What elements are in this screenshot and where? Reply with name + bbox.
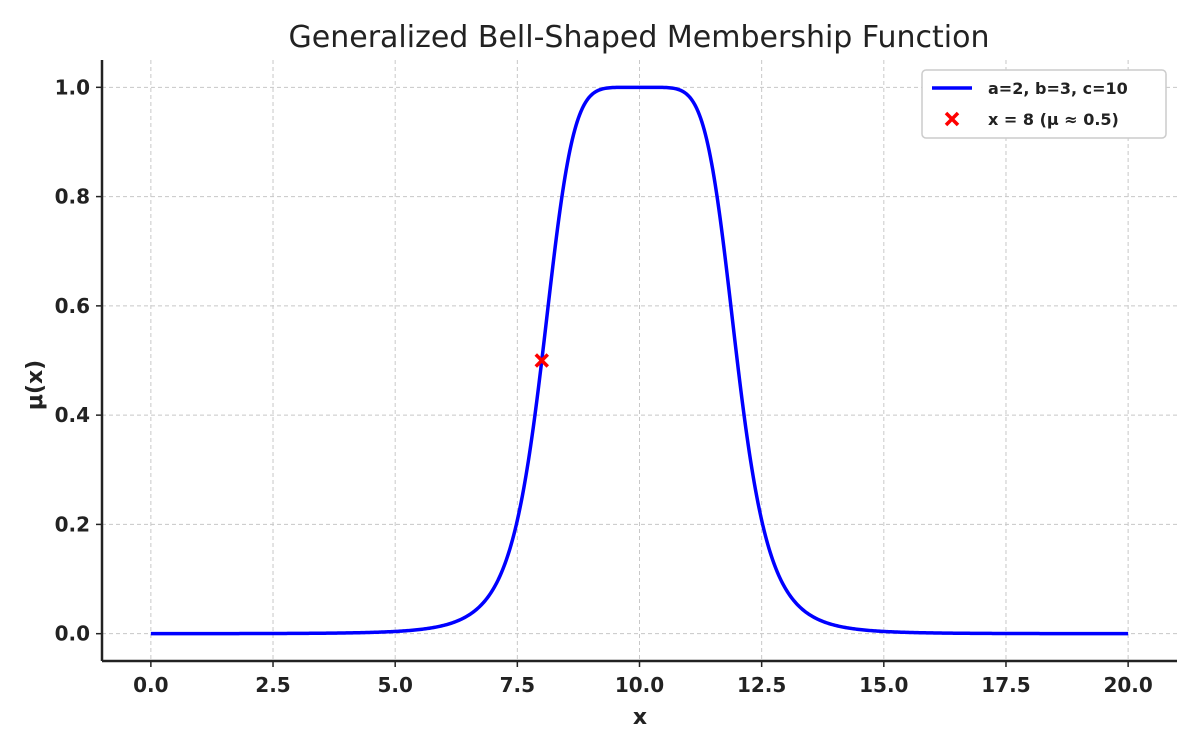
legend-entry-curve: a=2, b=3, c=10 [988, 79, 1128, 98]
x-tick-label: 15.0 [859, 673, 908, 697]
legend: a=2, b=3, c=10 x = 8 (μ ≈ 0.5) [921, 69, 1167, 139]
bell-curve-line [150, 85, 1129, 636]
x-tick-label: 0.0 [133, 673, 168, 697]
y-tick-label: 1.0 [55, 75, 90, 99]
grid-lines [102, 60, 1177, 661]
x-tick-label: 20.0 [1103, 673, 1152, 697]
legend-entry-marker: x = 8 (μ ≈ 0.5) [988, 110, 1119, 129]
x-axis-label: x [633, 705, 647, 730]
chart-title: Generalized Bell-Shaped Membership Funct… [289, 20, 990, 55]
legend-marker-swatch [944, 111, 960, 127]
series-layer [150, 85, 1129, 636]
marker-point [534, 353, 550, 368]
marker-layer [534, 353, 550, 368]
y-tick-label: 0.2 [55, 512, 90, 536]
x-tick-label: 7.5 [500, 673, 535, 697]
y-tick-label: 0.8 [55, 185, 90, 209]
legend-box [921, 69, 1167, 139]
axes [96, 60, 1177, 667]
x-tick-label: 17.5 [981, 673, 1030, 697]
x-tick-label: 2.5 [255, 673, 290, 697]
x-tick-label: 10.0 [615, 673, 664, 697]
x-tick-label: 5.0 [377, 673, 412, 697]
tick-labels: 0.0 2.5 5.0 7.5 10.0 12.5 15.0 17.5 20.0 0.0 0.2 0.… [55, 75, 1153, 697]
y-tick-label: 0.0 [55, 622, 90, 646]
y-tick-label: 0.6 [55, 294, 90, 318]
y-tick-label: 0.4 [55, 403, 90, 427]
x-tick-label: 12.5 [737, 673, 786, 697]
y-axis-label: μ(x) [23, 360, 48, 411]
